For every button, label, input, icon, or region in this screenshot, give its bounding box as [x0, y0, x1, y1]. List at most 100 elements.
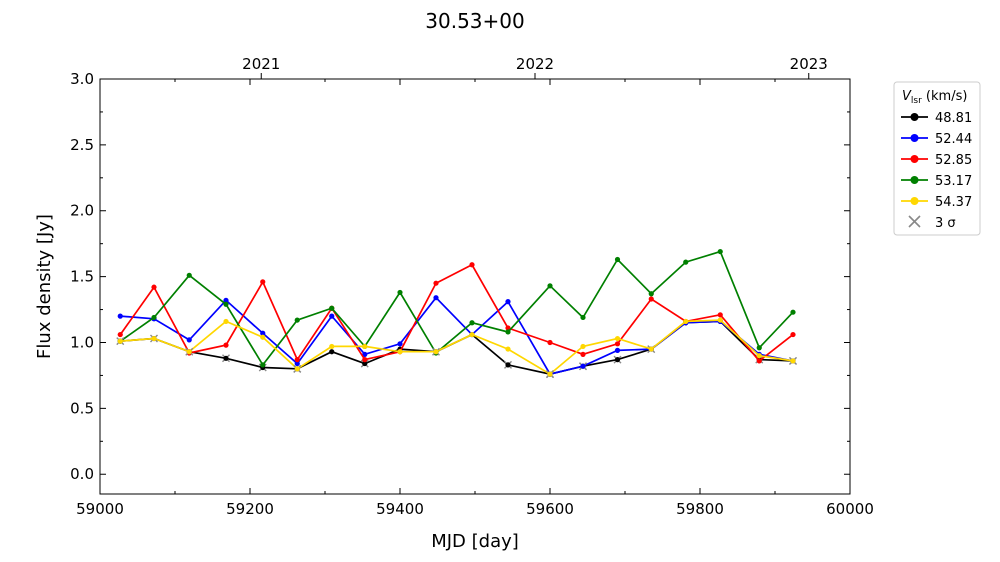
data-point: [397, 341, 403, 347]
y-tick-label: 1.0: [70, 333, 94, 351]
data-point: [505, 362, 511, 368]
chart-title: 30.53+00: [425, 9, 524, 33]
data-point: [469, 331, 475, 338]
data-point: [614, 357, 621, 363]
data-point: [614, 347, 621, 353]
x-tick-label: 59200: [226, 500, 274, 518]
data-point: [683, 318, 689, 325]
data-point: [433, 280, 439, 286]
data-point: [151, 314, 157, 321]
legend-marker: [910, 155, 919, 163]
data-point: [329, 343, 335, 350]
data-point: [756, 358, 762, 364]
data-point: [648, 346, 654, 352]
series-line: [119, 263, 794, 363]
data-point: [547, 371, 553, 377]
data-point: [433, 349, 439, 355]
data-point: [790, 358, 796, 364]
data-point: [614, 335, 621, 342]
data-point: [151, 284, 157, 290]
data-point: [648, 291, 654, 297]
legend-label: 53.17: [935, 174, 972, 189]
legend: Vlsr (km/s) 48.81 52.44 52.85 53.17 54.37 3 σ: [893, 81, 981, 236]
data-point: [362, 357, 368, 363]
data-point: [790, 331, 796, 338]
data-point: [397, 289, 403, 296]
y-tick-label: 2.0: [70, 202, 94, 220]
axes: 59000 59200 59400 59600 59800 60000 0.0 0.5 1.0 1…: [70, 55, 874, 518]
data-point: [117, 338, 123, 344]
y-tick-label: 0.0: [70, 465, 94, 483]
data-point: [547, 283, 553, 289]
legend-label: 52.85: [935, 153, 972, 168]
legend-label: 54.37: [935, 195, 972, 210]
y-axis-label: Flux density [Jy]: [34, 214, 55, 359]
legend-label: 48.81: [935, 111, 972, 126]
plot-frame: [99, 78, 851, 495]
data-point: [260, 362, 266, 368]
legend-title: Vlsr (km/s): [902, 89, 967, 106]
data-point: [117, 331, 123, 338]
x-tick-label: 60000: [826, 500, 874, 518]
data-point: [294, 360, 300, 367]
data-point: [117, 313, 123, 319]
data-point: [790, 309, 796, 315]
series-line: [120, 319, 794, 376]
y-tick-label: 1.5: [70, 268, 94, 286]
data-point: [223, 297, 229, 303]
data-point: [614, 256, 621, 263]
data-point: [580, 363, 586, 369]
data-point: [580, 314, 586, 321]
data-point: [362, 360, 368, 367]
top-year-label: 2021: [242, 55, 280, 73]
data-point: [294, 357, 300, 363]
data-point: [294, 366, 300, 372]
data-point: [505, 329, 511, 335]
data-point: [223, 318, 229, 325]
data-point: [580, 351, 586, 357]
data-point: [717, 248, 723, 255]
y-tick-label: 2.5: [70, 136, 94, 154]
plot-area: [116, 248, 797, 379]
top-year-label: 2023: [790, 55, 828, 73]
data-point: [186, 272, 192, 278]
data-point: [260, 330, 266, 336]
data-point: [505, 325, 511, 331]
legend-marker: [910, 176, 919, 184]
data-point: [683, 259, 689, 265]
data-point: [756, 345, 762, 351]
data-point: [260, 334, 266, 340]
x-axis-label: MJD [day]: [431, 531, 519, 552]
data-point: [505, 299, 511, 305]
data-point: [469, 320, 475, 326]
data-point: [151, 335, 157, 342]
data-point: [362, 351, 368, 357]
data-point: [505, 346, 511, 352]
y-tick-label: 3.0: [70, 70, 94, 88]
data-point: [329, 305, 335, 311]
data-point: [756, 353, 762, 359]
data-point: [362, 343, 368, 350]
top-year-label: 2022: [516, 55, 554, 73]
legend-label-upper-limit: 3 σ: [935, 216, 956, 231]
data-point: [717, 312, 723, 318]
legend-label: 52.44: [935, 132, 972, 147]
legend-upper-limit-marker: [908, 215, 921, 228]
data-point: [580, 343, 586, 350]
legend-marker: [910, 113, 919, 121]
data-point: [186, 349, 192, 355]
data-point: [223, 301, 229, 307]
legend-marker: [910, 134, 919, 142]
x-tick-label: 59000: [76, 500, 124, 518]
data-point: [260, 279, 266, 285]
x-tick-label: 59600: [526, 500, 574, 518]
data-point: [294, 317, 300, 323]
legend-marker: [910, 197, 919, 205]
data-point: [223, 355, 229, 361]
data-point: [614, 341, 621, 347]
series-line: [120, 320, 794, 375]
data-point: [329, 349, 335, 355]
data-point: [186, 337, 192, 343]
data-point: [397, 349, 403, 355]
